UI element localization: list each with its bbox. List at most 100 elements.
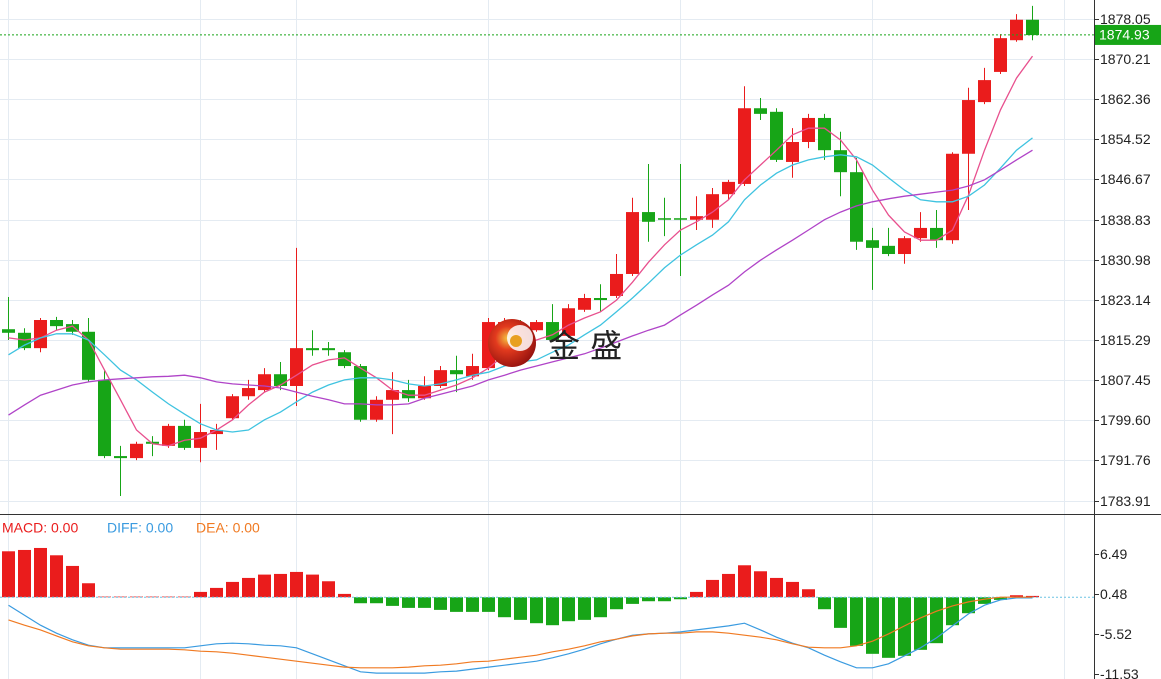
macd-bar <box>818 597 831 610</box>
macd-bar <box>562 597 575 622</box>
candle-body <box>930 227 943 241</box>
macd-bar <box>450 597 463 612</box>
macd-bar <box>754 571 767 598</box>
macd-bar <box>18 549 31 598</box>
y-tick-label: 1862.36 <box>1100 91 1151 107</box>
macd-bar <box>354 597 367 604</box>
candle-body <box>722 181 735 195</box>
macd-bar <box>546 597 559 626</box>
candle-body <box>114 456 127 459</box>
candle-body <box>322 348 335 351</box>
macd-bar <box>1026 595 1039 598</box>
macd-bar <box>722 573 735 598</box>
candle-body <box>34 320 47 349</box>
macd-bar <box>194 591 207 598</box>
macd-bar <box>930 597 943 644</box>
macd-bar <box>850 597 863 646</box>
macd-bar <box>418 597 431 608</box>
candle-body <box>1026 19 1039 36</box>
candle-body <box>338 352 351 367</box>
y-tick-label: 1823.14 <box>1100 292 1151 308</box>
macd-bar <box>370 597 383 604</box>
macd-bar <box>946 597 959 626</box>
y-tick-label: 1846.67 <box>1100 171 1151 187</box>
macd-bar <box>34 547 47 598</box>
macd-bar <box>882 597 895 658</box>
y-tick-label: 1830.98 <box>1100 252 1151 268</box>
macd-bar <box>498 597 511 618</box>
y-tick-label: 1854.52 <box>1100 131 1151 147</box>
candle-body <box>674 218 687 220</box>
candle-body <box>530 322 543 331</box>
macd-bar <box>802 589 815 598</box>
y-tick-label: 6.49 <box>1100 546 1127 562</box>
macd-bar <box>466 597 479 612</box>
candle-body <box>946 153 959 241</box>
macd-bar <box>674 597 687 600</box>
candle-body <box>754 108 767 114</box>
candle-body <box>770 111 783 160</box>
macd-line <box>8 597 1033 674</box>
candle-body <box>242 388 255 397</box>
macd-bar <box>626 597 639 604</box>
candle-body <box>850 172 863 242</box>
y-tick-label: -11.53 <box>1100 666 1139 679</box>
macd-bar <box>2 551 15 598</box>
macd-bar <box>690 591 703 598</box>
candle-body <box>162 425 175 446</box>
candle-body <box>594 298 607 301</box>
y-tick-label: 1807.45 <box>1100 372 1151 388</box>
candle-body <box>178 425 191 448</box>
macd-bar <box>338 593 351 598</box>
macd-bar <box>482 597 495 612</box>
last-price-box <box>1095 24 1161 45</box>
macd-bar <box>290 571 303 598</box>
macd-bar <box>258 574 271 598</box>
candle-body <box>386 390 399 400</box>
macd-bar <box>706 579 719 598</box>
candle-body <box>818 117 831 151</box>
y-tick-label: 1870.21 <box>1100 51 1151 67</box>
y-tick-label: 0.48 <box>1100 586 1127 602</box>
candle-body <box>658 218 671 220</box>
watermark: 金 盛 <box>488 319 622 367</box>
macd-bar <box>978 597 991 604</box>
candle-body <box>370 399 383 420</box>
candle-body <box>354 366 367 420</box>
candle-body <box>402 390 415 399</box>
candle-body <box>226 396 239 419</box>
candle-body <box>962 100 975 154</box>
candle-body <box>290 348 303 386</box>
candle-body <box>866 240 879 248</box>
y-tick-label: 1878.05 <box>1100 11 1151 27</box>
macd-bar <box>1010 595 1023 598</box>
macd-bar <box>242 577 255 598</box>
candle-body <box>786 141 799 162</box>
y-tick-label: 1791.76 <box>1100 452 1151 468</box>
candle-body <box>834 150 847 173</box>
macd-bar <box>210 587 223 598</box>
macd-bar <box>594 597 607 618</box>
last-price-label: 1874.93 <box>1099 27 1150 43</box>
candle-body <box>642 212 655 222</box>
macd-bar <box>306 574 319 598</box>
legend-item: MACD: 0.00 <box>2 520 78 536</box>
macd-bar <box>386 597 399 606</box>
candle-body <box>706 194 719 220</box>
macd-bar <box>434 597 447 610</box>
candle-body <box>802 117 815 142</box>
macd-bar <box>82 583 95 598</box>
candle-body <box>626 212 639 274</box>
candle-body <box>306 348 319 351</box>
candle-body <box>466 366 479 377</box>
candle-body <box>2 329 15 333</box>
legend-item: DIFF: 0.00 <box>107 520 173 536</box>
candle-body <box>562 308 575 336</box>
macd-line <box>8 596 1033 669</box>
macd-bar <box>642 597 655 602</box>
logo-dot <box>510 335 522 347</box>
y-tick-label: 1799.60 <box>1100 412 1151 428</box>
y-tick-label: 1783.91 <box>1100 493 1151 509</box>
